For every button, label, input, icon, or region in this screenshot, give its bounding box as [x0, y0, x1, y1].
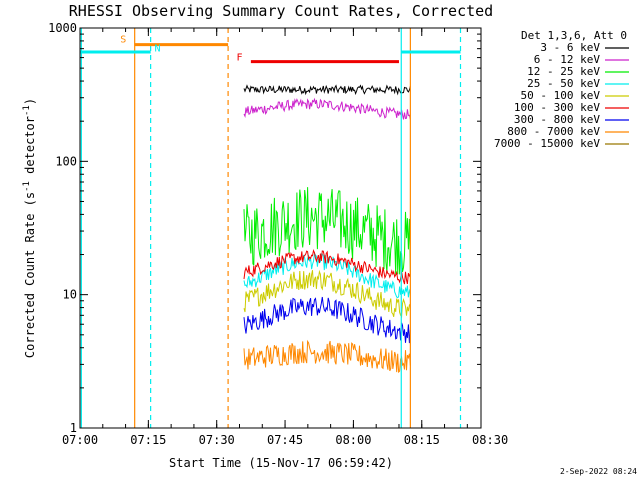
x-tick-label: 07:30	[199, 433, 235, 447]
legend-label: 12 - 25 keV	[527, 65, 600, 78]
legend-label: 100 - 300 keV	[514, 101, 600, 114]
legend-label: 800 - 7000 keV	[507, 125, 600, 138]
series-line-2	[243, 187, 411, 275]
x-tick-label: 08:00	[335, 433, 371, 447]
legend-label: 25 - 50 keV	[527, 77, 600, 90]
x-tick-label: 07:45	[267, 433, 303, 447]
series-line-5	[243, 248, 411, 285]
timestamp: 2-Sep-2022 08:24	[560, 467, 637, 476]
y-tick-label: 1	[70, 421, 77, 435]
x-tick-label: 08:15	[404, 433, 440, 447]
flag-label: S	[120, 34, 126, 45]
ticks-layer: 07:00 07:15 07:30 07:45 08:00 08:15 08:30 1 10 10…	[48, 21, 508, 447]
y-axis-label: Corrected Count Rate (s-1 detector-1)	[22, 98, 37, 358]
chart-title: RHESSI Observing Summary Count Rates, Co…	[69, 2, 493, 20]
series-line-0	[243, 84, 411, 96]
series-line-3	[243, 252, 411, 299]
x-tick-label: 07:15	[130, 433, 166, 447]
series-layer	[243, 84, 411, 374]
legend-label: 7000 - 15000 keV	[494, 137, 600, 150]
y-tick-label: 10	[63, 288, 77, 302]
flag-label: N	[154, 44, 160, 55]
series-line-7	[243, 339, 411, 374]
legend-label: 300 - 800 keV	[514, 113, 600, 126]
axes-frame	[79, 27, 482, 429]
x-tick-label: 07:00	[62, 433, 98, 447]
y-tick-label: 100	[55, 154, 77, 168]
x-axis-label: Start Time (15-Nov-17 06:59:42)	[169, 456, 393, 470]
legend-label: 50 - 100 keV	[521, 89, 601, 102]
y-tick-label: 1000	[48, 21, 77, 35]
series-line-6	[243, 296, 411, 344]
legend-label: 6 - 12 keV	[534, 53, 601, 66]
legend-header: Det 1,3,6, Att 0	[521, 29, 627, 42]
legend-label: 3 - 6 keV	[540, 41, 600, 54]
series-line-1	[243, 97, 411, 120]
series-line-4	[243, 269, 411, 318]
x-tick-label: 08:30	[472, 433, 508, 447]
flags-layer: S N F	[80, 28, 462, 428]
flag-label: F	[236, 53, 242, 64]
